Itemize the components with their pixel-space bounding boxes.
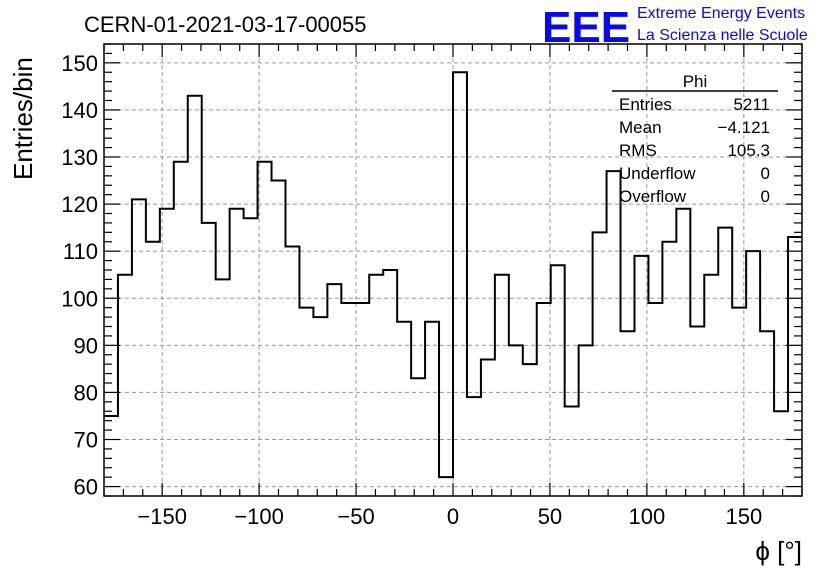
x-tick-label: −50 (337, 504, 374, 529)
histogram-bin (132, 199, 146, 496)
histogram-bin (174, 162, 188, 496)
histogram-bin (397, 322, 411, 496)
histogram-bin (704, 275, 718, 496)
histogram-bin (690, 327, 704, 497)
histogram-bin (118, 275, 132, 496)
stats-box: Phi Entries 5211 Mean −4.121 RMS 105.3 Underfl… (612, 72, 778, 206)
histogram-bin (216, 279, 230, 496)
y-tick-label: 150 (61, 51, 98, 76)
chart-title: CERN-01-2021-03-17-00055 (84, 12, 367, 37)
histogram-bin (718, 228, 732, 496)
y-axis-title: Entries/bin (8, 57, 38, 180)
histogram-bin (774, 411, 788, 496)
logo-line2: La Scienza nelle Scuole (637, 27, 808, 44)
x-tick-label: 100 (629, 504, 666, 529)
y-tick-label: 140 (61, 98, 98, 123)
stats-row-label: Underflow (619, 164, 696, 183)
y-tick-label: 120 (61, 192, 98, 217)
histogram-bin (411, 378, 425, 496)
histogram-bin (299, 308, 313, 496)
histogram-bin (746, 251, 760, 496)
stats-row-value: −4.121 (718, 118, 770, 137)
histogram-bin (788, 237, 802, 496)
stats-row-label: RMS (619, 141, 657, 160)
y-tick-label: 60 (74, 475, 98, 500)
histogram-bin (202, 223, 216, 496)
stats-row-value: 105.3 (727, 141, 770, 160)
histogram-bin (551, 265, 565, 496)
y-tick-label: 80 (74, 380, 98, 405)
histogram-bin (146, 242, 160, 496)
x-tick-label: 0 (447, 504, 459, 529)
histogram-bin (188, 96, 202, 496)
histogram-bin (634, 256, 648, 496)
stats-row-value: 5211 (733, 95, 770, 114)
histogram-bin (272, 181, 286, 496)
histogram-bin (285, 246, 299, 496)
histogram-bin (341, 303, 355, 496)
histogram-bin (369, 275, 383, 496)
histogram-bin (495, 275, 509, 496)
histogram-bin (355, 303, 369, 496)
histogram-bin (509, 345, 523, 496)
axes: −150 −100 −50 0 50 100 150 60 70 80 90 100 110 120 130… (61, 43, 803, 529)
histogram-bin (453, 72, 467, 496)
x-tick-label: −100 (234, 504, 284, 529)
histogram-bin (481, 359, 495, 496)
histogram-bin (662, 242, 676, 496)
histogram-bin (523, 364, 537, 496)
y-tick-label: 130 (61, 145, 98, 170)
stats-row-label: Overflow (619, 187, 687, 206)
stats-title: Phi (683, 72, 708, 91)
histogram-bin (760, 331, 774, 496)
histogram-bin (104, 416, 118, 496)
histogram-bin (383, 270, 397, 496)
x-tick-label: −150 (137, 504, 187, 529)
histogram-bin (593, 232, 607, 496)
logo-line1: Extreme Energy Events (637, 5, 805, 22)
stats-row-value: 0 (761, 164, 770, 183)
histogram-bin (467, 397, 481, 496)
histogram-bin (244, 218, 258, 496)
histogram-bin (313, 317, 327, 496)
stats-row-value: 0 (761, 187, 770, 206)
histogram-bin (579, 345, 593, 496)
y-tick-label: 110 (63, 239, 98, 264)
x-tick-label: 50 (538, 504, 562, 529)
histogram-bin (676, 209, 690, 496)
stats-row-label: Entries (619, 95, 672, 114)
histogram-bin (607, 171, 621, 496)
histogram-bin (565, 407, 579, 496)
x-tick-label: 150 (725, 504, 762, 529)
histogram-bin (648, 303, 662, 496)
histogram-bin (258, 162, 272, 496)
histogram-outline (104, 71, 802, 479)
y-tick-label: 90 (74, 333, 98, 358)
histogram-bars (104, 71, 802, 497)
histogram-bin (230, 209, 244, 496)
x-axis-title: ϕ [°] (755, 536, 802, 566)
histogram-bin (425, 322, 439, 496)
histogram-bin (621, 331, 635, 496)
y-tick-label: 100 (61, 286, 98, 311)
histogram-bin (327, 284, 341, 496)
stats-row-label: Mean (619, 118, 662, 137)
y-tick-label: 70 (74, 428, 98, 453)
histogram-bin (537, 303, 551, 496)
